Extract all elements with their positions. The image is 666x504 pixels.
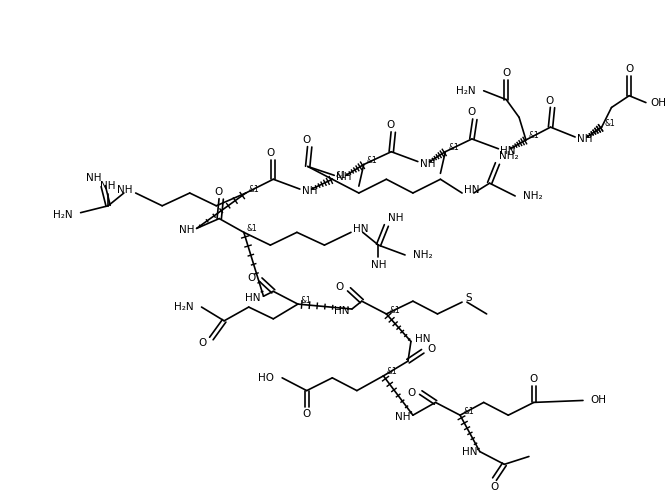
Text: HN: HN (334, 306, 349, 316)
Text: NH₂: NH₂ (413, 250, 432, 260)
Text: &1: &1 (386, 367, 397, 376)
Text: iml: iml (482, 214, 498, 224)
Text: NH: NH (388, 213, 404, 223)
Text: &1: &1 (335, 171, 346, 180)
Text: O: O (502, 68, 510, 78)
Text: O: O (336, 282, 344, 292)
Text: NH: NH (577, 134, 593, 144)
Text: O: O (468, 107, 476, 117)
Text: NH: NH (336, 172, 352, 182)
Text: NH₂: NH₂ (523, 191, 543, 201)
Text: iml: iml (95, 225, 111, 235)
Text: O: O (529, 374, 538, 384)
Text: HN: HN (415, 335, 430, 345)
Text: HN: HN (500, 146, 516, 156)
Text: iml: iml (378, 265, 394, 275)
Text: OH: OH (651, 98, 666, 107)
Text: O: O (247, 273, 256, 283)
Text: NH: NH (302, 186, 317, 196)
Text: HO: HO (258, 373, 274, 383)
Text: &1: &1 (247, 224, 258, 233)
Text: &1: &1 (605, 119, 615, 128)
Text: NH: NH (420, 159, 436, 168)
Text: &1: &1 (301, 296, 312, 305)
Text: O: O (625, 64, 633, 74)
Text: H₂N: H₂N (456, 86, 476, 96)
Text: O: O (302, 135, 311, 145)
Text: &1: &1 (463, 407, 474, 416)
Text: O: O (386, 120, 394, 130)
Text: &1: &1 (529, 132, 539, 141)
Text: HN: HN (245, 293, 260, 303)
Text: O: O (198, 338, 206, 348)
Text: H₂N: H₂N (53, 210, 73, 220)
Text: NH: NH (86, 173, 101, 183)
Text: O: O (545, 96, 553, 106)
Text: HN: HN (464, 185, 480, 195)
Text: HN: HN (462, 447, 478, 457)
Text: H₂N: H₂N (174, 302, 194, 312)
Text: NH: NH (179, 225, 194, 235)
Text: &1: &1 (248, 184, 260, 194)
Text: NH: NH (117, 185, 133, 195)
Text: O: O (408, 388, 416, 398)
Text: &1: &1 (390, 305, 400, 314)
Text: O: O (428, 344, 436, 354)
Text: HN: HN (353, 224, 368, 234)
Text: O: O (302, 409, 311, 419)
Text: &1: &1 (448, 143, 459, 152)
Text: O: O (490, 482, 499, 492)
Text: NH: NH (371, 260, 386, 270)
Text: S: S (465, 293, 472, 303)
Text: &1: &1 (367, 156, 378, 165)
Text: iml: iml (482, 211, 498, 221)
Text: O: O (266, 148, 274, 158)
Text: NH: NH (396, 412, 411, 422)
Text: NH₂: NH₂ (500, 151, 519, 161)
Text: O: O (214, 187, 222, 197)
Text: OH: OH (591, 396, 607, 405)
Text: NH: NH (101, 181, 116, 191)
